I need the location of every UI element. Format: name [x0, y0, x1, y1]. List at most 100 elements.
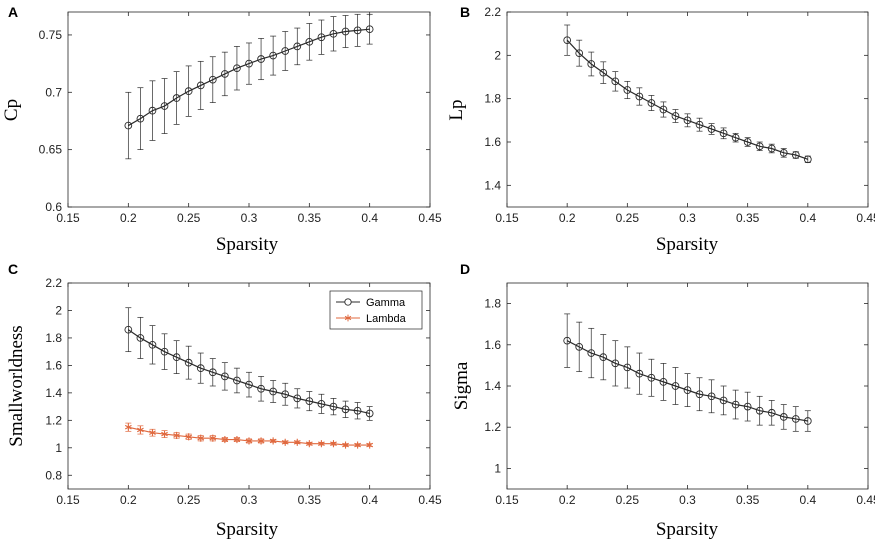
data-point	[173, 431, 180, 440]
y-tick-label: 1.6	[484, 338, 501, 352]
data-point	[683, 386, 692, 394]
x-tick-label: 0.45	[856, 211, 875, 225]
series-lambda	[124, 422, 374, 449]
data-point	[803, 155, 812, 164]
x-tick-label: 0.2	[559, 493, 576, 507]
data-point	[161, 430, 168, 438]
data-point	[208, 75, 217, 84]
data-point	[269, 387, 277, 396]
y-tick-label: 0.8	[45, 468, 62, 482]
data-point	[695, 390, 704, 399]
data-point	[563, 336, 572, 345]
data-point	[317, 33, 326, 42]
panel-b: 0.15 0.2 0.25 0.3 0.35 0.4 0.45 1.4 1.6 1.8 2 2.2 Sp…	[446, 4, 875, 255]
x-tick-label: 0.2	[120, 211, 137, 225]
data-point	[257, 437, 265, 445]
data-point	[293, 438, 301, 446]
panel-letter: B	[460, 4, 470, 20]
y-tick-label: 1.6	[45, 358, 62, 372]
data-point	[281, 438, 289, 446]
x-tick-label: 0.15	[495, 211, 519, 225]
data-point	[695, 120, 704, 129]
data-point	[611, 77, 620, 86]
data-point	[184, 87, 193, 95]
y-tick-label: 1.8	[484, 92, 501, 106]
data-point	[731, 133, 740, 142]
y-tick-label: 0.75	[39, 28, 63, 42]
data-point	[767, 408, 776, 417]
y-tick-label: 1.8	[484, 297, 501, 311]
y-tick-label: 1.4	[484, 379, 501, 393]
legend-marker	[344, 298, 352, 306]
x-axis-label: Sparsity	[216, 519, 279, 540]
x-tick-label: 0.15	[56, 211, 80, 225]
panel-letter: C	[8, 261, 18, 277]
data-point	[743, 402, 752, 411]
data-point	[208, 368, 217, 377]
data-point	[293, 394, 302, 403]
x-axis-label: Sparsity	[656, 234, 719, 255]
data-point	[647, 373, 656, 382]
y-tick-label: 0.65	[39, 143, 63, 157]
x-tick-label: 0.35	[736, 211, 760, 225]
x-tick-label: 0.25	[616, 493, 640, 507]
y-tick-label: 2	[494, 48, 501, 62]
data-point	[719, 396, 728, 405]
data-point	[755, 406, 764, 415]
y-tick-label: 1	[494, 461, 501, 475]
data-point	[683, 116, 692, 125]
data-point	[209, 434, 217, 442]
x-axis-label: Sparsity	[216, 234, 279, 255]
data-point	[365, 25, 374, 34]
y-tick-label: 1.8	[45, 331, 62, 345]
panel-letter: A	[8, 4, 18, 20]
y-tick-label: 0.6	[45, 200, 62, 214]
data-point	[160, 347, 169, 356]
y-tick-label: 2	[55, 303, 62, 317]
x-tick-label: 0.4	[361, 211, 378, 225]
data-point	[269, 437, 277, 445]
x-tick-label: 0.2	[120, 493, 137, 507]
data-point	[791, 415, 800, 423]
data-point	[233, 435, 241, 444]
data-point	[707, 392, 716, 401]
x-tick-label: 0.35	[298, 211, 322, 225]
data-point	[221, 372, 229, 381]
series-line	[566, 340, 808, 422]
data-point	[305, 397, 314, 405]
y-axis-label: Cp	[1, 99, 22, 121]
x-axis-label: Sparsity	[656, 519, 719, 540]
x-tick-label: 0.3	[679, 493, 696, 507]
panel-a: 0.15 0.2 0.25 0.3 0.35 0.4 0.45 0.6 0.65 0.7 0.75 S…	[1, 4, 442, 255]
y-tick-label: 1.2	[45, 413, 62, 427]
data-point	[257, 55, 265, 63]
series-gamma	[124, 307, 374, 421]
data-point	[269, 51, 277, 60]
x-tick-label: 0.3	[679, 211, 696, 225]
data-point	[197, 434, 205, 442]
data-point	[233, 64, 241, 73]
legend-label: Lambda	[366, 313, 407, 325]
data-point	[196, 81, 205, 90]
data-point	[587, 349, 596, 357]
y-axis-label: Smallworldness	[6, 325, 27, 446]
series-cp	[124, 13, 374, 160]
data-point	[124, 325, 133, 334]
data-point	[318, 440, 325, 448]
x-tick-label: 0.3	[241, 493, 258, 507]
series-line	[128, 28, 370, 127]
data-point	[124, 121, 133, 130]
series-sigma	[563, 313, 812, 432]
x-tick-label: 0.4	[361, 493, 378, 507]
data-point	[354, 441, 361, 449]
data-point	[148, 340, 157, 349]
plot-frame	[67, 11, 431, 208]
data-point	[365, 409, 374, 418]
data-point	[148, 106, 157, 115]
panel-letter: D	[460, 261, 470, 277]
data-point	[767, 144, 776, 153]
y-tick-label: 1.4	[484, 178, 501, 192]
data-point	[599, 353, 608, 362]
x-tick-label: 0.25	[177, 493, 201, 507]
